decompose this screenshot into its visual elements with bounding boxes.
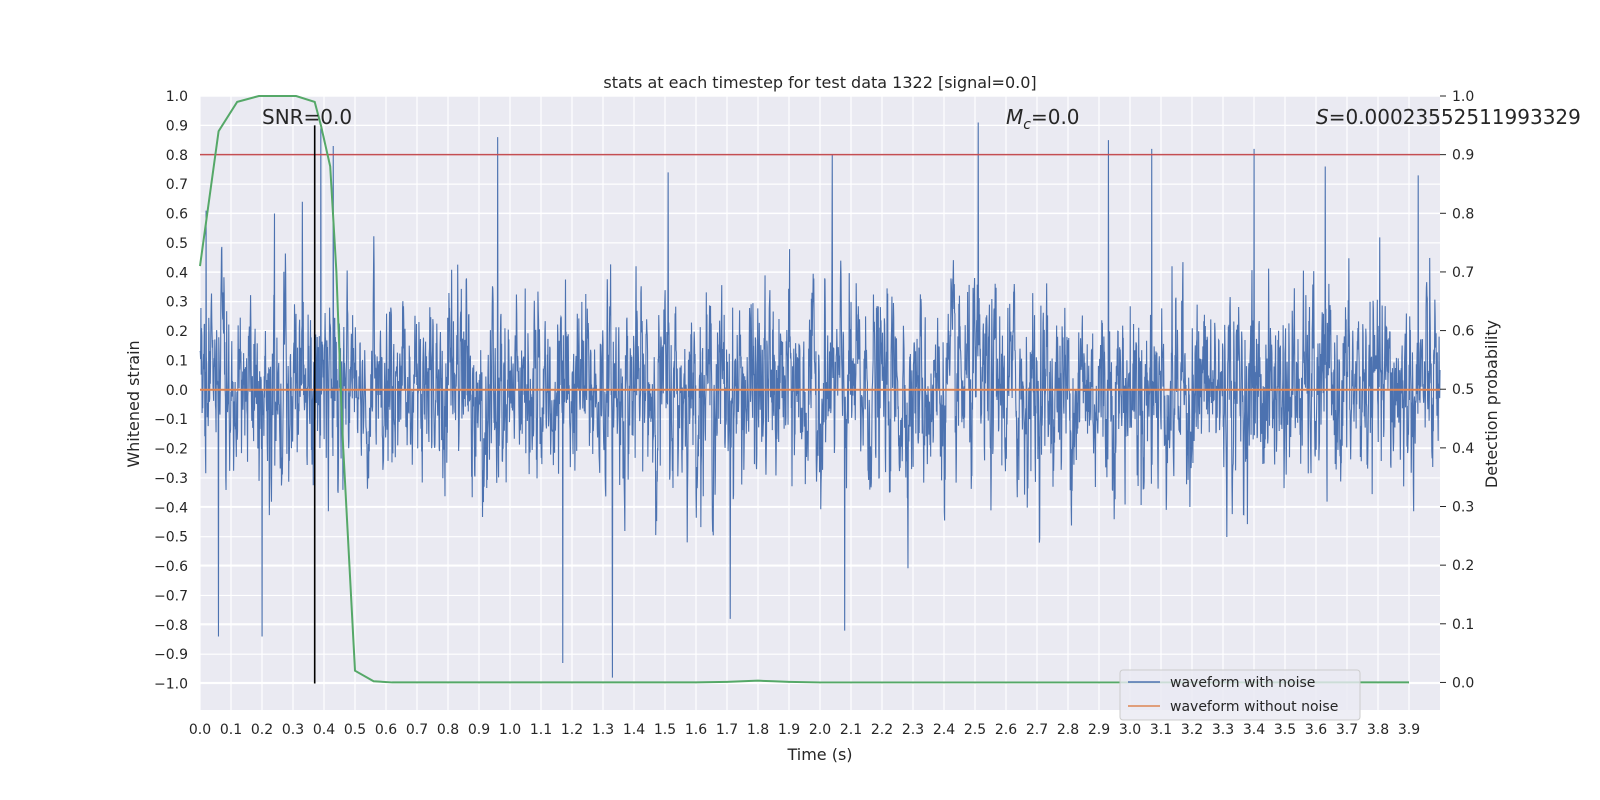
x-tick-label: 1.3 <box>592 722 614 738</box>
x-tick-label: 0.0 <box>189 722 211 738</box>
legend-box <box>1119 669 1361 721</box>
x-axis-label: Time (s) <box>786 745 852 764</box>
y-tick-label: 1.0 <box>166 89 188 105</box>
x-tick-label: 3.2 <box>1181 722 1203 738</box>
x-tick-label: 1.2 <box>561 722 583 738</box>
x-tick-label: 0.3 <box>282 722 304 738</box>
overlay-lines <box>199 95 1440 684</box>
x-tick-label: 3.1 <box>1150 722 1172 738</box>
x-tick-label: 2.7 <box>1026 722 1048 738</box>
x-tick-label: 3.3 <box>1212 722 1234 738</box>
y-tick-label: 0.2 <box>166 324 188 340</box>
y-tick-label: −0.5 <box>154 530 188 546</box>
chart-title: stats at each timestep for test data 132… <box>603 73 1036 92</box>
x-tick-label: 1.5 <box>654 722 676 738</box>
y2-tick-label: 0.4 <box>1452 441 1474 457</box>
x-tick-label: 1.7 <box>716 722 738 738</box>
x-tick-label: 2.6 <box>995 722 1017 738</box>
y2-tick-label: 1.0 <box>1452 89 1474 105</box>
axes: 0.0 0.1 0.2 0.3 0.4 0.5 0.6 0.7 0.8 0.9 1.0 1.1 1.2 1… <box>154 89 1474 738</box>
series-waveform-with-noise <box>199 122 1441 678</box>
x-tick-label: 2.0 <box>809 722 831 738</box>
y-tick-label: 0.3 <box>166 295 188 311</box>
x-tick-label: 1.4 <box>623 722 645 738</box>
y-tick-label: −0.3 <box>154 471 188 487</box>
s-annotation: S=0.00023552511993329 <box>1316 105 1581 129</box>
legend-label-waveform-without-noise: waveform without noise <box>1170 699 1338 715</box>
x-tick-label: 0.5 <box>344 722 366 738</box>
x-tick-label: 1.6 <box>685 722 707 738</box>
y2-tick-label: 0.8 <box>1452 206 1474 222</box>
y-tick-label: −0.8 <box>154 618 188 634</box>
mc-value: =0.0 <box>1031 105 1080 129</box>
legend-label-waveform-with-noise: waveform with noise <box>1170 675 1315 691</box>
y2-tick-label: 0.7 <box>1452 265 1474 281</box>
mc-subscript: c <box>1023 117 1031 133</box>
legend: waveform with noise waveform without noi… <box>1119 669 1361 721</box>
y2-tick-label: 0.5 <box>1452 382 1474 398</box>
x-tick-label: 3.7 <box>1336 722 1358 738</box>
y-tick-label: −0.1 <box>154 412 188 428</box>
x-tick-label: 1.0 <box>499 722 521 738</box>
x-tick-label: 1.9 <box>778 722 800 738</box>
snr-annotation: SNR=0.0 <box>262 105 352 129</box>
x-tick-label: 0.4 <box>313 722 335 738</box>
y-tick-label: 0.0 <box>166 383 188 399</box>
x-tick-label: 3.4 <box>1243 722 1265 738</box>
x-tick-label: 0.9 <box>468 722 490 738</box>
x-tick-label: 2.9 <box>1088 722 1110 738</box>
x-tick-label: 2.8 <box>1057 722 1079 738</box>
detection-probability-line <box>199 95 1409 684</box>
x-tick-label: 3.9 <box>1398 722 1420 738</box>
x-tick-label: 0.7 <box>406 722 428 738</box>
y2-tick-label: 0.1 <box>1452 617 1474 633</box>
y-tick-label: −0.6 <box>154 559 188 575</box>
x-tick-label: 3.0 <box>1119 722 1141 738</box>
x-tick-label: 2.4 <box>933 722 955 738</box>
y2-tick-label: 0.2 <box>1452 558 1474 574</box>
x-tick-label: 1.8 <box>747 722 769 738</box>
x-tick-label: 0.6 <box>375 722 397 738</box>
x-tick-label: 2.3 <box>902 722 924 738</box>
y-tick-label: 0.6 <box>166 207 188 223</box>
s-symbol: S <box>1316 105 1329 129</box>
y-tick-label: −0.4 <box>154 500 188 516</box>
x-tick-label: 0.2 <box>251 722 273 738</box>
y-tick-label: −0.9 <box>154 647 188 663</box>
y2-tick-label: 0.3 <box>1452 500 1474 516</box>
y-tick-label: 0.7 <box>166 177 188 193</box>
x-tick-label: 0.1 <box>220 722 242 738</box>
y-tick-label: 0.9 <box>166 118 188 134</box>
x-tick-label: 3.8 <box>1367 722 1389 738</box>
y2-axis-label: Detection probability <box>1482 320 1501 488</box>
y2-tick-label: 0.9 <box>1452 148 1474 164</box>
y-tick-label: −0.7 <box>154 588 188 604</box>
y-tick-label: 0.1 <box>166 353 188 369</box>
y2-tick-label: 0.0 <box>1452 675 1474 691</box>
y-tick-label: 0.4 <box>166 265 188 281</box>
x-tick-label: 2.5 <box>964 722 986 738</box>
x-tick-label: 1.1 <box>530 722 552 738</box>
x-tick-label: 3.5 <box>1274 722 1296 738</box>
x-tick-label: 2.1 <box>840 722 862 738</box>
x-tick-label: 2.2 <box>871 722 893 738</box>
mc-symbol: M <box>1006 105 1023 129</box>
mc-annotation: Mc=0.0 <box>1006 105 1080 133</box>
y-tick-label: −1.0 <box>154 677 188 693</box>
y-tick-label: 0.8 <box>166 148 188 164</box>
s-value: =0.00023552511993329 <box>1329 105 1581 129</box>
y-axis-label: Whitened strain <box>124 340 143 467</box>
y-tick-label: 0.5 <box>166 236 188 252</box>
waveform-with-noise-line <box>199 122 1441 678</box>
x-tick-label: 3.6 <box>1305 722 1327 738</box>
x-tick-label: 0.8 <box>437 722 459 738</box>
y-tick-label: −0.2 <box>154 442 188 458</box>
y2-tick-label: 0.6 <box>1452 324 1474 340</box>
